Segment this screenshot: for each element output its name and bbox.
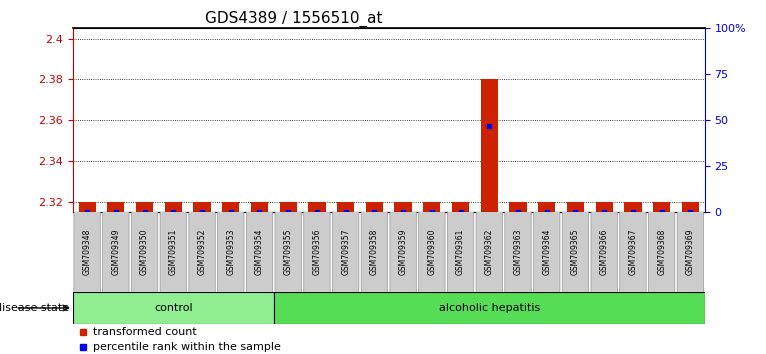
FancyBboxPatch shape xyxy=(160,211,187,295)
FancyBboxPatch shape xyxy=(74,211,100,295)
FancyBboxPatch shape xyxy=(677,211,704,295)
Bar xyxy=(653,202,670,212)
FancyBboxPatch shape xyxy=(562,211,589,295)
Bar xyxy=(337,202,354,212)
FancyBboxPatch shape xyxy=(189,211,215,295)
Text: GDS4389 / 1556510_at: GDS4389 / 1556510_at xyxy=(205,11,383,27)
Text: GSM709356: GSM709356 xyxy=(313,229,322,275)
Text: GSM709369: GSM709369 xyxy=(686,229,695,275)
Text: control: control xyxy=(154,303,192,313)
Bar xyxy=(251,202,268,212)
Text: GSM709348: GSM709348 xyxy=(83,229,92,275)
FancyBboxPatch shape xyxy=(649,211,675,295)
Text: GSM709362: GSM709362 xyxy=(485,229,494,275)
FancyBboxPatch shape xyxy=(132,211,158,295)
Text: GSM709359: GSM709359 xyxy=(398,229,408,275)
Bar xyxy=(423,202,440,212)
Text: disease state: disease state xyxy=(0,303,69,313)
FancyBboxPatch shape xyxy=(218,211,244,295)
Bar xyxy=(596,202,613,212)
Bar xyxy=(107,202,124,212)
FancyBboxPatch shape xyxy=(274,292,705,324)
Bar xyxy=(78,202,96,212)
Text: GSM709365: GSM709365 xyxy=(571,229,580,275)
Bar xyxy=(222,202,239,212)
FancyBboxPatch shape xyxy=(362,211,388,295)
Bar xyxy=(308,202,326,212)
FancyBboxPatch shape xyxy=(419,211,445,295)
Text: GSM709355: GSM709355 xyxy=(283,229,293,275)
Text: GSM709349: GSM709349 xyxy=(111,229,120,275)
Bar xyxy=(165,202,182,212)
FancyBboxPatch shape xyxy=(390,211,417,295)
Bar xyxy=(452,202,469,212)
Text: percentile rank within the sample: percentile rank within the sample xyxy=(93,342,281,352)
FancyBboxPatch shape xyxy=(505,211,532,295)
Text: GSM709368: GSM709368 xyxy=(657,229,666,275)
Text: GSM709350: GSM709350 xyxy=(140,229,149,275)
Text: GSM709354: GSM709354 xyxy=(255,229,264,275)
Text: GSM709364: GSM709364 xyxy=(542,229,552,275)
FancyBboxPatch shape xyxy=(533,211,560,295)
FancyBboxPatch shape xyxy=(303,211,330,295)
Bar xyxy=(136,202,153,212)
FancyBboxPatch shape xyxy=(103,211,129,295)
Text: GSM709352: GSM709352 xyxy=(198,229,207,275)
Bar xyxy=(538,202,555,212)
Text: GSM709367: GSM709367 xyxy=(628,229,637,275)
Bar xyxy=(567,202,584,212)
Text: GSM709357: GSM709357 xyxy=(341,229,350,275)
Text: GSM709351: GSM709351 xyxy=(169,229,178,275)
Bar xyxy=(624,202,642,212)
Text: GSM709353: GSM709353 xyxy=(226,229,235,275)
Bar xyxy=(682,202,699,212)
Text: GSM709366: GSM709366 xyxy=(600,229,609,275)
FancyBboxPatch shape xyxy=(591,211,617,295)
Text: alcoholic hepatitis: alcoholic hepatitis xyxy=(439,303,540,313)
Text: GSM709358: GSM709358 xyxy=(370,229,379,275)
Text: GSM709363: GSM709363 xyxy=(513,229,522,275)
Bar xyxy=(394,202,412,212)
Text: transformed count: transformed count xyxy=(93,327,197,337)
Bar xyxy=(280,202,297,212)
FancyBboxPatch shape xyxy=(447,211,473,295)
Bar xyxy=(481,79,498,212)
Text: GSM709361: GSM709361 xyxy=(456,229,465,275)
FancyBboxPatch shape xyxy=(275,211,302,295)
Text: GSM709360: GSM709360 xyxy=(427,229,437,275)
FancyBboxPatch shape xyxy=(332,211,359,295)
FancyBboxPatch shape xyxy=(73,292,274,324)
Bar xyxy=(366,202,383,212)
FancyBboxPatch shape xyxy=(476,211,502,295)
Bar xyxy=(194,202,211,212)
FancyBboxPatch shape xyxy=(247,211,273,295)
Bar xyxy=(509,202,527,212)
FancyBboxPatch shape xyxy=(620,211,647,295)
